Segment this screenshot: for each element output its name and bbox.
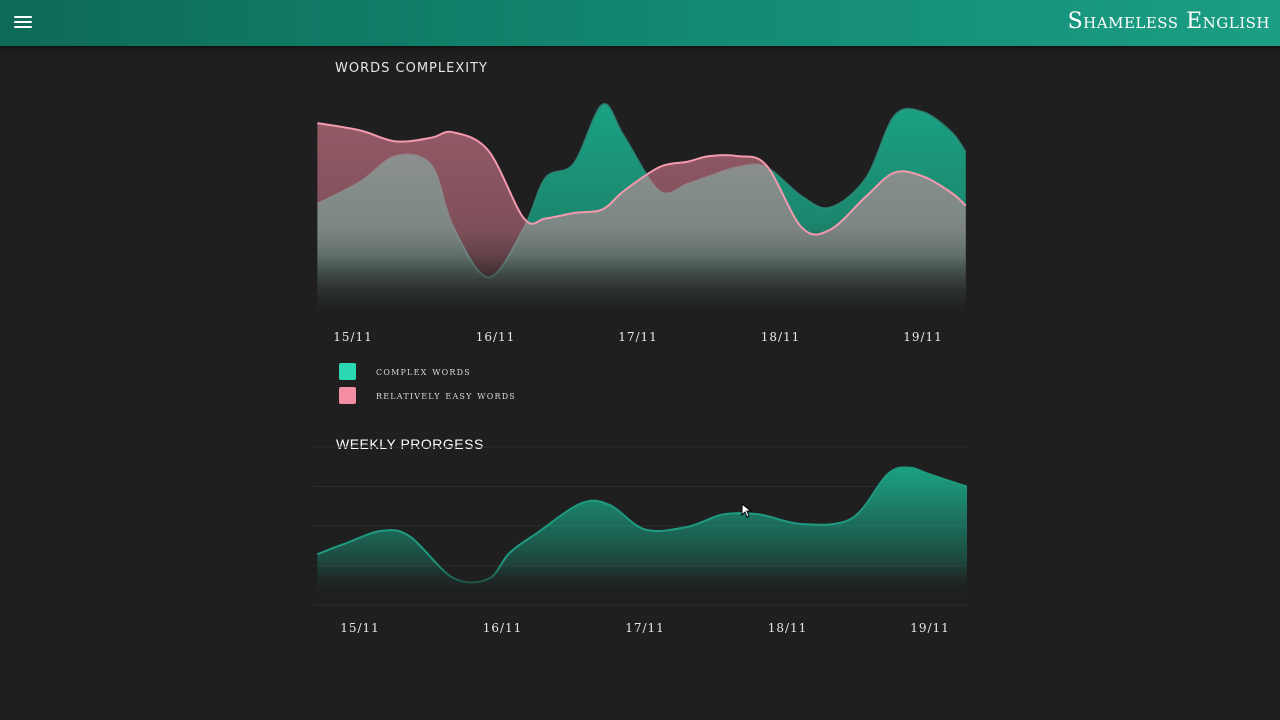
x-tick-label: 16/11 — [483, 621, 523, 635]
x-tick-label: 16/11 — [476, 330, 516, 344]
x-tick-label: 15/11 — [333, 330, 373, 344]
series-line-2 — [317, 122, 967, 236]
x-tick-label: 19/11 — [903, 330, 943, 344]
legend-label-easy: relatively easy words — [376, 388, 516, 402]
series-line-1 — [316, 466, 967, 584]
x-tick-label: 18/11 — [761, 330, 801, 344]
legend-item-easy-words[interactable]: relatively easy words — [339, 383, 516, 407]
app-title: Shameless English — [1067, 9, 1270, 34]
weekly-progress-title: WEEKLY PRORGESS — [336, 436, 484, 452]
x-tick-label: 19/11 — [910, 621, 950, 635]
legend-item-complex-words[interactable]: complex words — [339, 359, 516, 383]
bottom-fade — [314, 255, 967, 318]
mouse-pointer-icon — [741, 503, 753, 518]
bottom-fade — [314, 560, 967, 600]
x-tick-label: 15/11 — [340, 621, 380, 635]
chart-legend: complex words relatively easy words — [339, 359, 516, 407]
legend-label-complex: complex words — [376, 364, 471, 378]
x-tick-label: 18/11 — [768, 621, 808, 635]
hamburger-menu-icon[interactable] — [14, 16, 32, 30]
x-tick-label: 17/11 — [618, 330, 658, 344]
app-header: Shameless English — [0, 0, 1280, 46]
legend-swatch-complex — [339, 362, 356, 380]
words-complexity-title: WORDS COMPLEXITY — [335, 61, 488, 76]
x-tick-label: 17/11 — [625, 621, 665, 635]
legend-swatch-easy — [339, 386, 356, 404]
